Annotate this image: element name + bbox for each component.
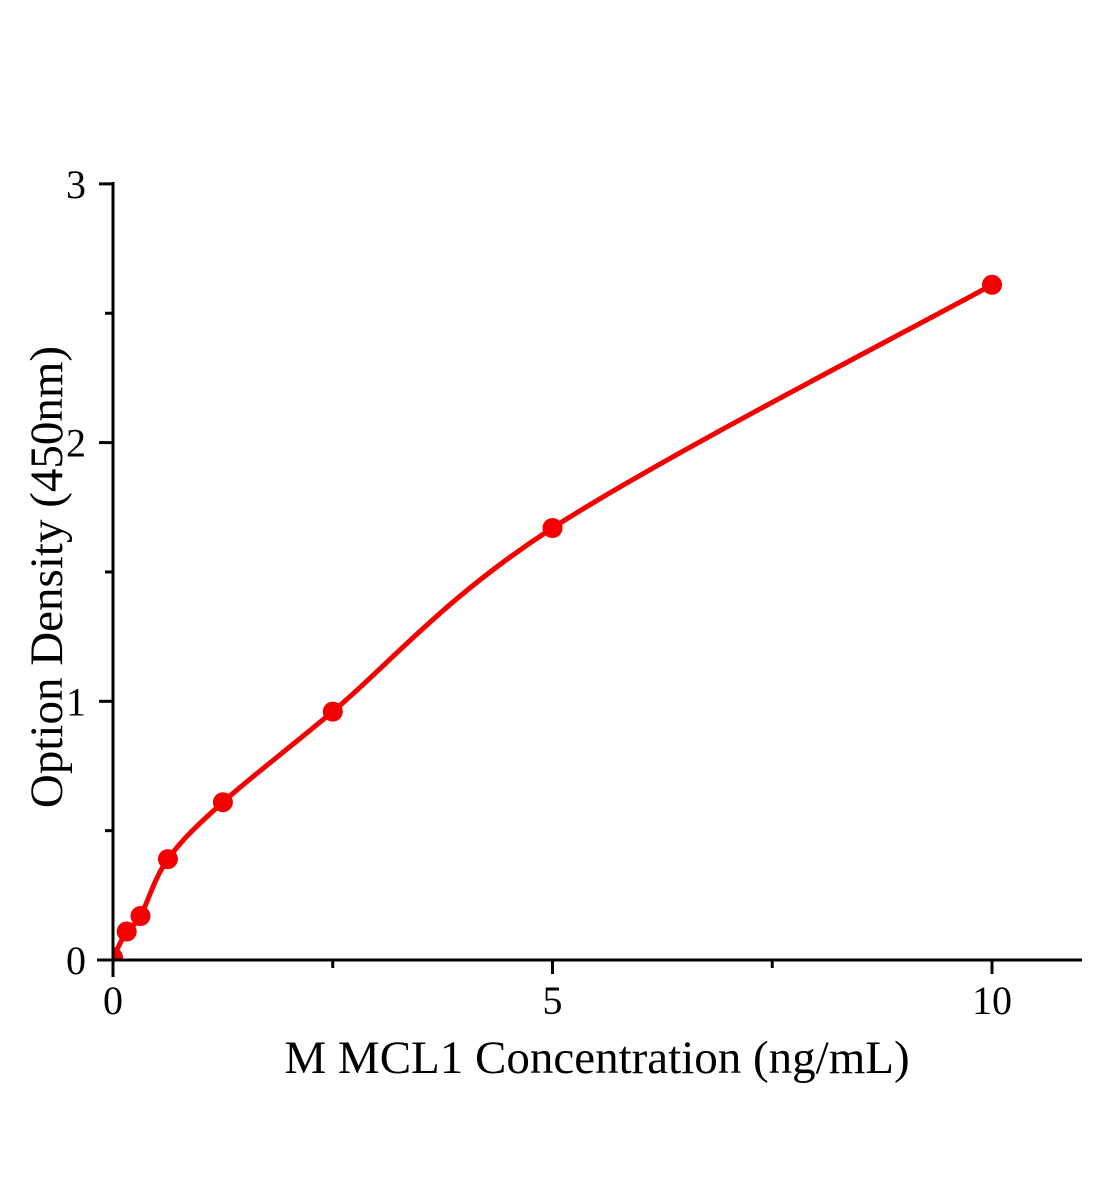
data-point-marker	[116, 921, 137, 942]
y-axis-title: Option Density (450nm)	[21, 346, 73, 808]
y-tick-label: 2	[66, 421, 86, 466]
y-tick-label: 3	[66, 162, 86, 207]
tick-labels-layer: 0 5 10 0 1 2 3	[66, 162, 1012, 1023]
data-point-marker	[157, 849, 178, 870]
data-point-marker	[112, 947, 123, 959]
x-tick-label: 0	[103, 978, 123, 1023]
axes-layer	[97, 182, 1082, 977]
data-point-marker	[322, 701, 343, 722]
x-axis-title: M MCL1 Concentration (ng/mL)	[284, 1032, 909, 1084]
data-point-marker	[212, 792, 233, 813]
data-point-marker	[542, 518, 563, 538]
y-tick-label: 1	[66, 679, 86, 724]
standard-curve-line	[112, 282, 995, 959]
data-layer	[112, 274, 1002, 959]
data-point-marker	[982, 274, 1002, 295]
data-point-marker	[130, 906, 151, 926]
y-tick-label: 0	[66, 938, 86, 983]
x-tick-label: 5	[543, 978, 563, 1023]
x-tick-label: 10	[972, 978, 1012, 1023]
